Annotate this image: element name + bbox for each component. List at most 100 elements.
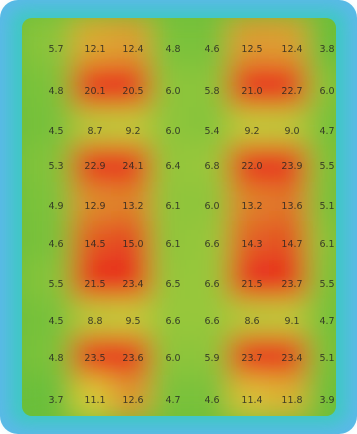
cell-label-r1-c7: 12.4 (281, 44, 302, 55)
cell-label-r8-c7: 9.1 (284, 316, 299, 327)
heat-layer (22, 18, 336, 416)
heat-cell-r6-c1 (22, 221, 79, 266)
cell-label-r10-c6: 11.4 (241, 395, 262, 406)
cell-label-r10-c7: 11.8 (281, 395, 302, 406)
cell-label-r5-c3: 13.2 (122, 201, 143, 212)
heat-cell-r9-c5 (189, 335, 235, 381)
heat-cell-r1-c1 (22, 18, 79, 72)
heat-cell-r6-c3 (111, 221, 156, 266)
cell-label-r6-c2: 14.5 (84, 239, 105, 250)
heat-cell-r6-c6 (229, 221, 275, 266)
heat-cell-r1-c4 (150, 18, 196, 72)
heat-cell-r8-c8 (306, 298, 336, 342)
cell-label-r3-c5: 5.4 (204, 126, 219, 137)
cell-label-r9-c8: 5.1 (319, 353, 334, 364)
heat-cell-r3-c3 (111, 107, 156, 151)
heat-cell-r2-c4 (150, 66, 196, 113)
heat-cell-r5-c4 (150, 182, 196, 227)
heat-cell-r4-c4 (150, 144, 196, 188)
cell-label-r3-c6: 9.2 (244, 126, 259, 137)
cell-label-r10-c3: 12.6 (122, 395, 143, 406)
cell-label-r9-c7: 23.4 (281, 353, 302, 364)
cell-label-r10-c5: 4.6 (204, 395, 219, 406)
heat-cell-r3-c6 (229, 107, 275, 151)
heat-cell-r5-c3 (111, 182, 156, 227)
heat-cell-r4-c8 (306, 144, 336, 188)
cell-label-r7-c4: 6.5 (165, 279, 180, 290)
cell-label-r4-c7: 23.9 (281, 161, 302, 172)
heat-cell-r6-c2 (72, 221, 117, 266)
heat-cell-r8-c7 (269, 298, 313, 342)
heat-cell-r4-c7 (269, 144, 313, 188)
cell-label-r7-c8: 5.5 (319, 279, 334, 290)
cell-label-r3-c1: 4.5 (48, 126, 63, 137)
cell-label-r5-c6: 13.2 (241, 201, 262, 212)
cell-label-r7-c6: 21.5 (241, 279, 262, 290)
heat-cell-r3-c5 (189, 107, 235, 151)
heat-cell-r10-c7 (269, 375, 313, 416)
heat-cell-r8-c4 (150, 298, 196, 342)
cell-label-r4-c3: 24.1 (122, 161, 143, 172)
cell-label-r4-c5: 6.8 (204, 161, 219, 172)
heat-cell-r5-c7 (269, 182, 313, 227)
cell-label-r6-c1: 4.6 (48, 239, 63, 250)
cell-label-r2-c6: 21.0 (241, 86, 262, 97)
heat-cell-r7-c6 (229, 260, 275, 305)
heat-cell-r8-c6 (229, 298, 275, 342)
cell-label-r10-c4: 4.7 (165, 395, 180, 406)
cell-label-r7-c7: 23.7 (281, 279, 302, 290)
cell-label-r3-c2: 8.7 (87, 126, 102, 137)
heat-cell-r9-c7 (269, 335, 313, 381)
cell-label-r2-c1: 4.8 (48, 86, 63, 97)
heat-cell-r5-c6 (229, 182, 275, 227)
heat-cell-r9-c1 (22, 335, 79, 381)
heat-cell-r5-c5 (189, 182, 235, 227)
cell-label-r10-c2: 11.1 (84, 395, 105, 406)
cell-label-r9-c3: 23.6 (122, 353, 143, 364)
heat-cell-r10-c3 (111, 375, 156, 416)
cell-label-r6-c5: 6.6 (204, 239, 219, 250)
heat-cell-r10-c6 (229, 375, 275, 416)
cell-label-r6-c7: 14.7 (281, 239, 302, 250)
heat-cell-r8-c5 (189, 298, 235, 342)
heat-cell-r7-c4 (150, 260, 196, 305)
cell-label-r8-c3: 9.5 (125, 316, 140, 327)
heat-cell-r6-c8 (306, 221, 336, 266)
heat-cell-r9-c6 (229, 335, 275, 381)
cell-label-r8-c2: 8.8 (87, 316, 102, 327)
cell-label-r1-c3: 12.4 (122, 44, 143, 55)
heat-cell-r9-c4 (150, 335, 196, 381)
cell-label-r6-c4: 6.1 (165, 239, 180, 250)
heat-cell-r6-c5 (189, 221, 235, 266)
cell-label-r3-c4: 6.0 (165, 126, 180, 137)
heat-cell-r3-c8 (306, 107, 336, 151)
cell-label-r1-c5: 4.6 (204, 44, 219, 55)
cell-label-r1-c4: 4.8 (165, 44, 180, 55)
heat-cell-r1-c5 (189, 18, 235, 72)
cell-label-r2-c8: 6.0 (319, 86, 334, 97)
cell-label-r3-c8: 4.7 (319, 126, 334, 137)
heat-cell-r5-c1 (22, 182, 79, 227)
cell-label-r9-c1: 4.8 (48, 353, 63, 364)
cell-label-r2-c2: 20.1 (84, 86, 105, 97)
cell-label-r8-c4: 6.6 (165, 316, 180, 327)
cell-label-r5-c1: 4.9 (48, 201, 63, 212)
cell-label-r7-c5: 6.6 (204, 279, 219, 290)
cell-label-r10-c8: 3.9 (319, 395, 334, 406)
heat-cell-r1-c3 (111, 18, 156, 72)
heat-cell-r7-c2 (72, 260, 117, 305)
cell-label-r4-c4: 6.4 (165, 161, 180, 172)
cell-label-r6-c6: 14.3 (241, 239, 262, 250)
cell-label-r1-c6: 12.5 (241, 44, 262, 55)
cell-label-r5-c7: 13.6 (281, 201, 302, 212)
heat-cell-r1-c6 (229, 18, 275, 72)
cell-label-r1-c2: 12.1 (84, 44, 105, 55)
heat-cell-r8-c3 (111, 298, 156, 342)
cell-label-r2-c4: 6.0 (165, 86, 180, 97)
cell-label-r3-c7: 9.0 (284, 126, 299, 137)
cell-label-r2-c3: 20.5 (122, 86, 143, 97)
cell-label-r5-c5: 6.0 (204, 201, 219, 212)
heat-cell-r8-c1 (22, 298, 79, 342)
